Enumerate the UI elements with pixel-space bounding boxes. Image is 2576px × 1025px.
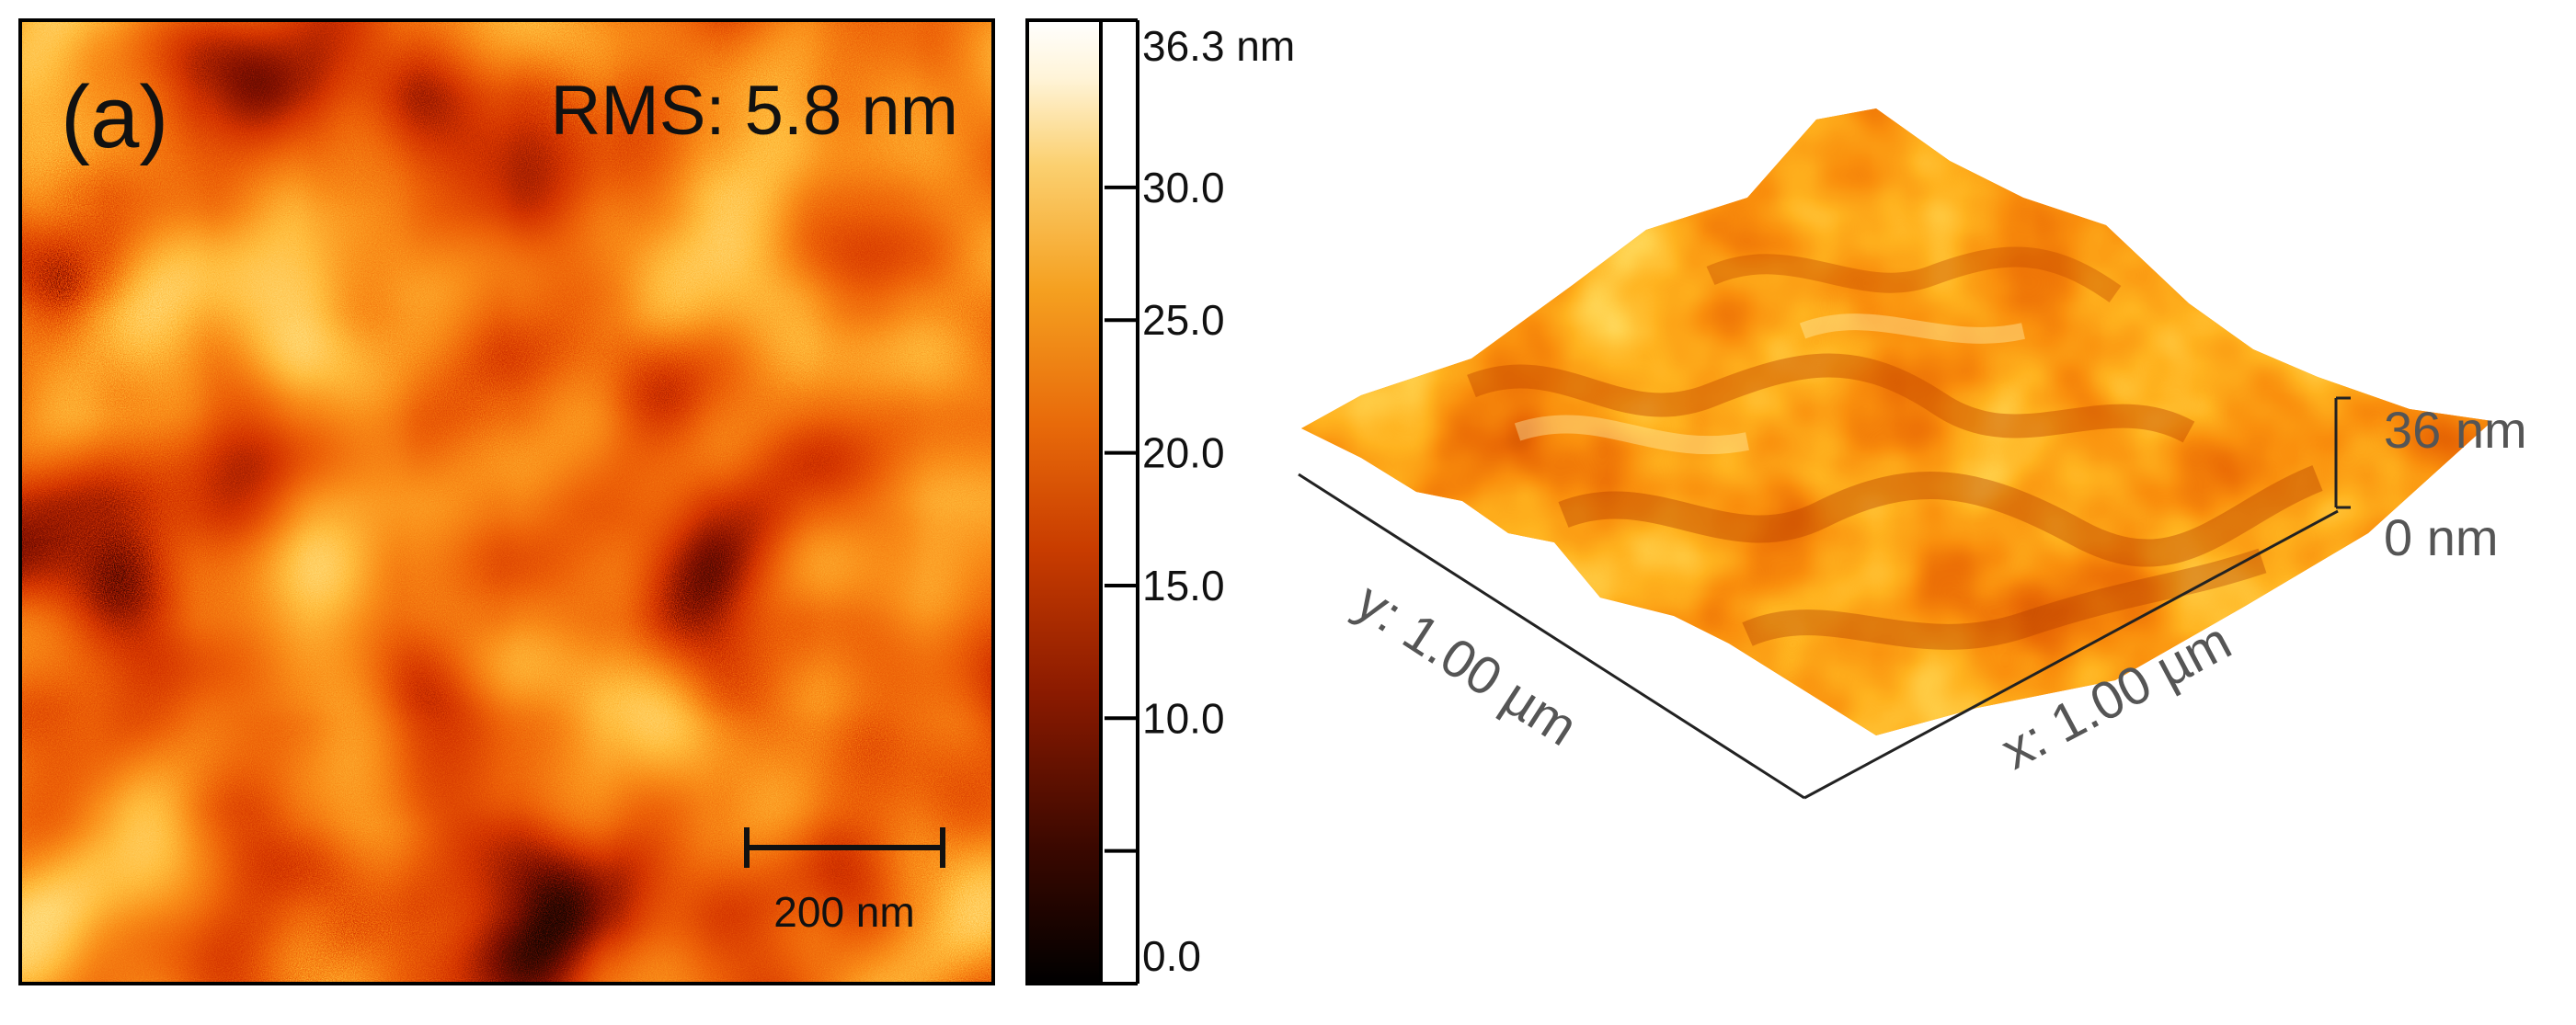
rms-label: RMS: 5.8 nm bbox=[551, 72, 958, 150]
z-scale-bracket bbox=[2334, 396, 2351, 509]
colorbar-tick-label: 25.0 bbox=[1142, 296, 1225, 344]
colorbar-tick-label: 15.0 bbox=[1142, 562, 1225, 609]
colorbar-tick-label: 36.3 nm bbox=[1142, 22, 1295, 70]
colorbar-tick-label: 10.0 bbox=[1142, 694, 1225, 742]
colorbar-tick-label: 0.0 bbox=[1142, 932, 1201, 980]
surface-3d-plot: y: 1.00 µm x: 1.00 µm 36 nm 0 nm bbox=[1298, 108, 2527, 800]
x-axis-line bbox=[1803, 509, 2339, 800]
panel-label: (a) bbox=[61, 68, 168, 166]
z-top-label: 36 nm bbox=[2384, 401, 2527, 459]
colorbar-tick-label: 20.0 bbox=[1142, 429, 1225, 477]
colorbar-tick-label: 30.0 bbox=[1142, 164, 1225, 211]
colorbar: 36.3 nm 30.0 25.0 20.0 15.0 10.0 0.0 bbox=[1025, 18, 1295, 985]
z-bottom-label: 0 nm bbox=[2384, 508, 2499, 566]
y-axis-label: y: 1.00 µm bbox=[1345, 571, 1587, 757]
scale-bar-label: 200 nm bbox=[773, 888, 914, 936]
afm-image-panel: (a) RMS: 5.8 nm 200 nm bbox=[18, 18, 995, 985]
colorbar-gradient bbox=[1025, 18, 1103, 985]
scale-bar: 200 nm bbox=[744, 827, 945, 936]
y-axis-line bbox=[1298, 473, 1805, 800]
